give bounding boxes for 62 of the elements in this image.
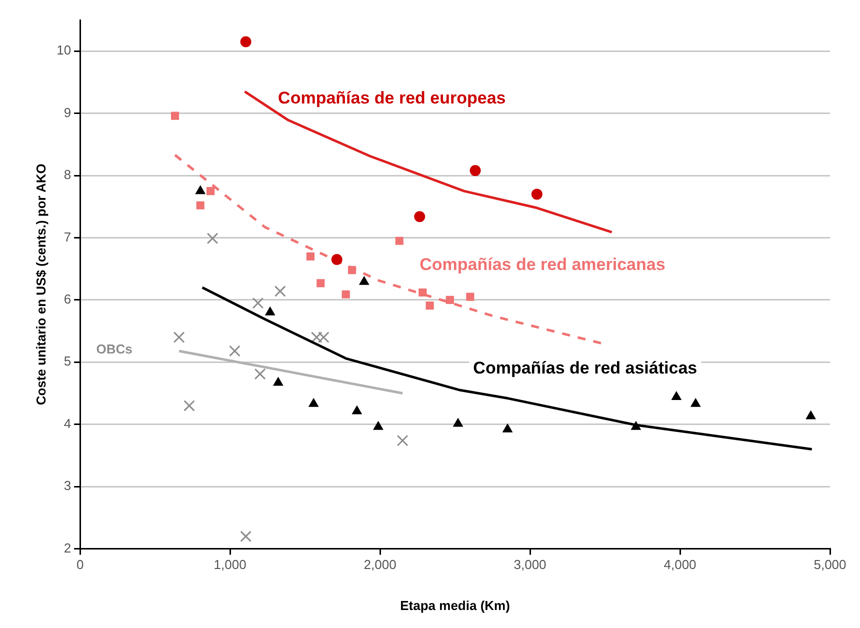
point <box>240 36 252 48</box>
point <box>395 236 404 245</box>
point <box>274 286 286 297</box>
point <box>252 297 264 309</box>
y-tick-label: 10 <box>56 42 72 58</box>
point <box>348 266 356 274</box>
point <box>196 201 204 210</box>
y-tick-label: 9 <box>64 104 72 120</box>
x-tick-label: 3,000 <box>514 557 546 572</box>
point <box>446 296 454 304</box>
point <box>502 424 512 432</box>
y-tick-label: 7 <box>64 229 72 244</box>
point <box>316 279 325 288</box>
point <box>170 112 180 120</box>
y-tick-label: 6 <box>64 292 72 307</box>
y-axis-title: Coste unitario en US$ (cents.) por AKO <box>33 164 48 406</box>
point <box>196 186 206 194</box>
point <box>672 392 682 400</box>
text: OBCs <box>96 341 132 356</box>
x-tick-label: 1,000 <box>214 557 246 572</box>
point <box>342 290 350 298</box>
x-tick-label: 2,000 <box>364 557 396 572</box>
point <box>331 254 342 266</box>
point <box>352 406 362 414</box>
x-tick-label: 0 <box>76 557 84 572</box>
point <box>310 332 322 343</box>
x-tick-label: 4,000 <box>664 557 696 572</box>
point <box>373 421 384 430</box>
point <box>414 211 426 222</box>
point <box>466 292 474 301</box>
series-label: Compañías de red asiáticas <box>473 358 698 378</box>
point <box>184 400 195 412</box>
point <box>426 302 434 310</box>
point <box>240 530 252 542</box>
point <box>470 165 481 176</box>
point <box>265 306 275 316</box>
series-label: Compañías de red americanas <box>420 254 666 274</box>
y-tick-label: 3 <box>64 478 72 494</box>
text: Compañías de red europeas <box>278 88 506 108</box>
y-tick-label: 8 <box>64 167 72 182</box>
y-tick-label: 5 <box>64 354 72 369</box>
point <box>306 252 314 260</box>
point <box>631 421 641 430</box>
y-tick-label: 2 <box>64 540 72 556</box>
point <box>308 398 318 407</box>
point <box>453 418 463 427</box>
point <box>359 276 369 285</box>
point <box>690 398 700 407</box>
point <box>806 410 816 420</box>
point <box>206 232 218 244</box>
point <box>396 434 408 446</box>
point <box>254 368 266 380</box>
x-axis-title: Etapa media (Km) <box>400 598 510 613</box>
point <box>173 332 185 343</box>
point <box>273 377 284 386</box>
y-tick-label: 4 <box>64 416 72 431</box>
point <box>531 188 542 200</box>
point <box>229 345 240 357</box>
point <box>206 187 215 196</box>
point <box>418 288 427 297</box>
point <box>318 332 330 343</box>
x-tick-label: 5,000 <box>814 557 846 572</box>
